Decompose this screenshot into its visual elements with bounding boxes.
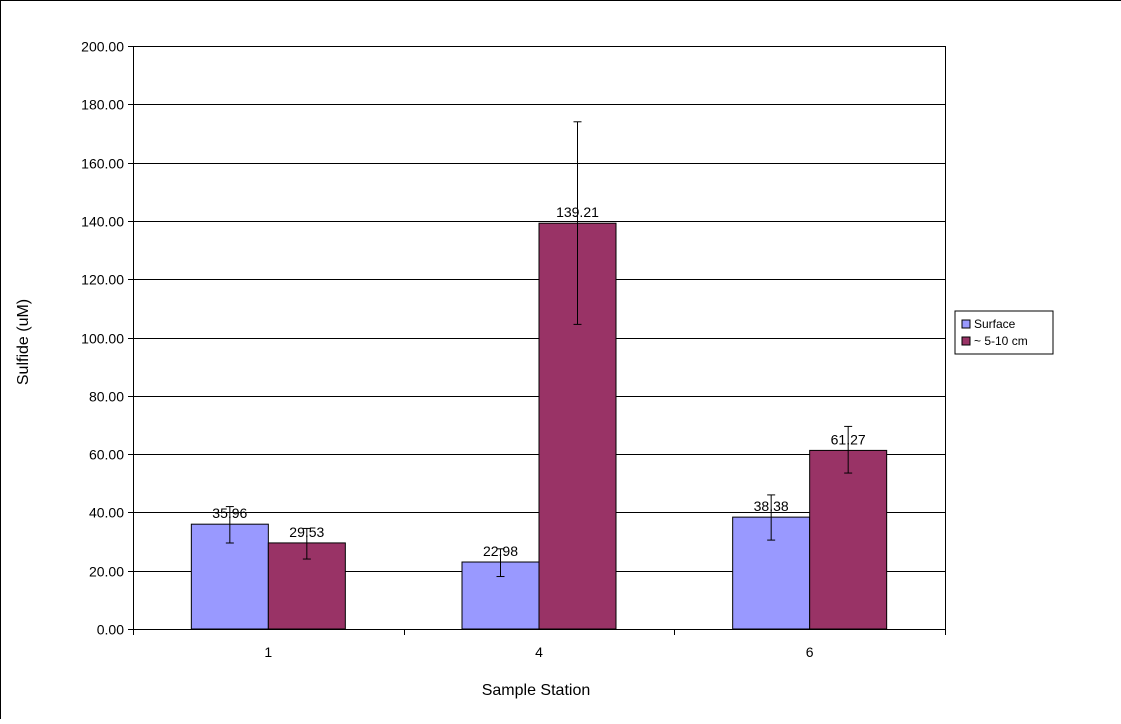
y-tick-label: 0.00 — [97, 622, 124, 638]
y-tick-label: 200.00 — [81, 39, 124, 55]
legend-label-5-10cm: ~ 5-10 cm — [974, 334, 1028, 348]
bars — [190, 222, 888, 630]
data-label: 61.27 — [831, 431, 866, 447]
data-label: 22.98 — [483, 543, 518, 559]
y-tick-label: 160.00 — [81, 156, 124, 172]
y-tick-label: 120.00 — [81, 272, 124, 288]
y-tick-label: 140.00 — [81, 214, 124, 230]
bar — [809, 449, 888, 630]
y-tick-label: 80.00 — [89, 389, 124, 405]
data-label: 35.96 — [212, 505, 247, 521]
data-label: 38.38 — [754, 498, 789, 514]
y-tick-label: 40.00 — [89, 505, 124, 521]
data-labels: 35.96 22.98 38.38 29.53 139.21 61.27 — [212, 204, 866, 559]
legend-box — [954, 310, 1054, 355]
legend-label-surface: Surface — [974, 317, 1016, 331]
y-tick-label: 180.00 — [81, 97, 124, 113]
x-tick-label: 1 — [264, 644, 272, 660]
data-label: 29.53 — [289, 524, 324, 540]
legend-swatch-5-10cm — [961, 336, 971, 346]
y-tick-label: 20.00 — [89, 564, 124, 580]
y-tick-label: 100.00 — [81, 331, 124, 347]
x-tick-label: 4 — [535, 644, 543, 660]
y-tick-label: 60.00 — [89, 447, 124, 463]
axes: 0.00 20.00 40.00 60.00 80.00 100.00 120.00 140.… — [81, 39, 946, 660]
error-bars — [225, 121, 853, 578]
x-axis-title: Sample Station — [482, 682, 591, 699]
legend: Surface ~ 5-10 cm — [954, 310, 1054, 355]
data-label: 139.21 — [556, 204, 599, 220]
x-tick-label: 6 — [806, 644, 814, 660]
legend-swatch-surface — [961, 319, 971, 329]
y-axis-title: Sulfide (uM) — [15, 299, 32, 385]
